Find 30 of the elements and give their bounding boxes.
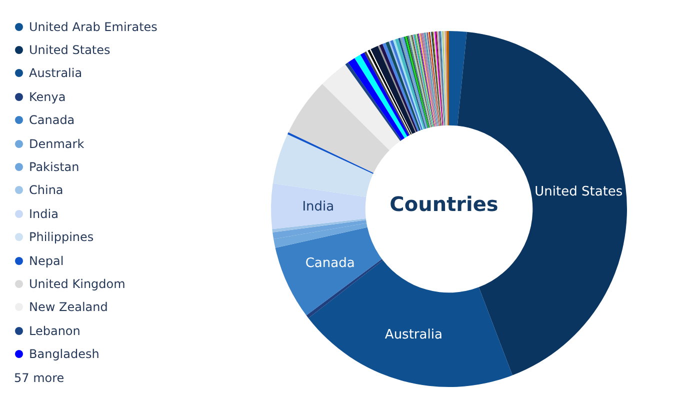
data-label: Canada [305, 256, 355, 272]
text: 57 more [14, 370, 64, 385]
data-label: India [302, 199, 334, 214]
donut-slice [449, 31, 467, 126]
text: Countries [388, 191, 500, 218]
legend-label: China [29, 183, 64, 198]
donut-slice [288, 84, 390, 173]
donut-slice [275, 227, 382, 316]
legend-label: United Kingdom [29, 276, 126, 291]
donut-slice [306, 259, 383, 318]
legend-label: Denmark [29, 136, 84, 151]
legend-label: Philippines [29, 230, 94, 244]
data-label: Australia [384, 327, 442, 342]
donut-slice [322, 64, 400, 150]
donut-slice [354, 54, 408, 138]
legend-label: New Zealand [29, 300, 108, 314]
legend-label: United States [29, 43, 110, 58]
legend-label: Nepal [29, 254, 64, 268]
legend-label: Lebanon [29, 324, 80, 338]
legend-label: Pakistan [29, 160, 80, 174]
legend-label: United Arab Emirates [29, 20, 158, 34]
donut-slice [274, 223, 368, 248]
donut-slice [287, 132, 374, 174]
legend-label: Canada [29, 113, 75, 128]
legend-label: Australia [29, 66, 82, 80]
data-label: United States [534, 184, 623, 200]
donut-slice [272, 218, 366, 232]
legend-label: Bangladesh [29, 347, 100, 362]
legend-label: India [29, 206, 58, 221]
legend-label: Kenya [29, 90, 66, 104]
